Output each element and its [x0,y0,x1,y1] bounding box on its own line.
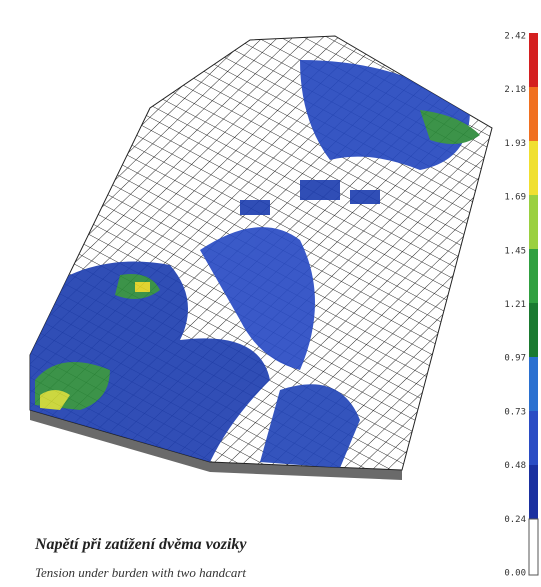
colorbar-label: 2.42 [504,32,526,42]
colorbar-label: 1.45 [504,246,526,256]
colorbar-label: 0.48 [504,461,526,471]
colorbar-label: 2.18 [504,85,526,95]
caption-subtitle: Tension under burden with two handcart [35,565,246,580]
colorbar-label: 1.93 [504,139,526,149]
colorbar-label: 1.69 [504,193,526,203]
colorbar-label: 0.73 [504,407,526,417]
figure: Napětí při zatížení dvěma voziky Tension… [0,0,541,587]
colorbar-label: 0.00 [504,569,526,579]
page: Napětí při zatížení dvěma voziky Tension… [0,0,541,587]
mesh-plot [30,36,492,480]
caption-title: Napětí při zatížení dvěma voziky [34,536,247,553]
colorbar-label: 1.21 [504,300,526,310]
colorbar-label: 0.24 [504,515,526,525]
colorbar-label: 0.97 [504,354,526,364]
colorbar [529,33,538,575]
